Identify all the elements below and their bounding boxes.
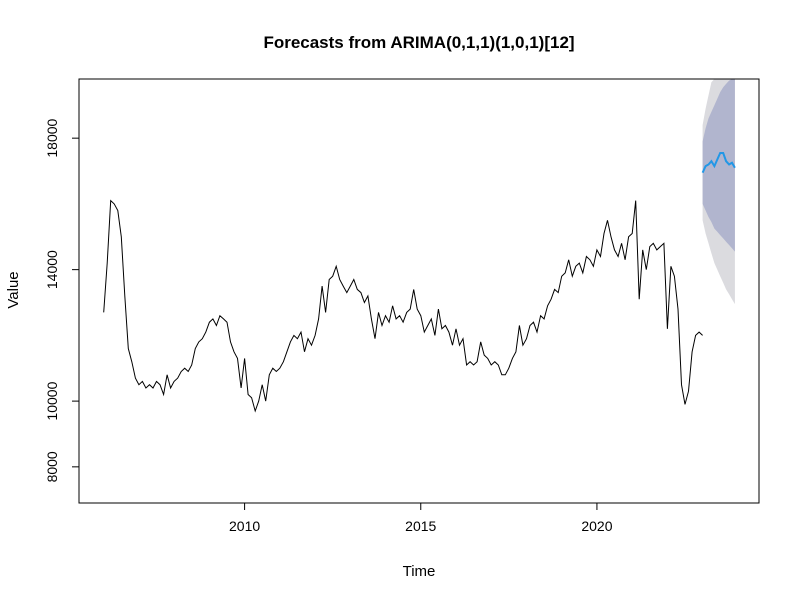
observed-series-line (103, 199, 703, 413)
chart-title: Forecasts from ARIMA(0,1,1)(1,0,1)[12] (263, 33, 574, 52)
plot-frame (78, 78, 760, 504)
y-tick-label: 8000 (44, 451, 60, 482)
y-tick-label: 14000 (44, 250, 60, 289)
y-tick-label: 10000 (44, 381, 60, 420)
band-80 (702, 79, 735, 252)
series-lines (103, 152, 736, 413)
x-tick-label: 2010 (229, 518, 260, 534)
y-tick-label: 18000 (44, 118, 60, 157)
y-axis-label: Value (5, 271, 22, 308)
forecast-series-line (701, 152, 736, 174)
x-tick-label: 2015 (405, 518, 436, 534)
x-axis: 2010 2015 2020 (229, 502, 613, 534)
x-tick-label: 2020 (581, 518, 612, 534)
x-axis-label: Time (403, 563, 436, 580)
y-axis: 8000 10000 14000 18000 (44, 118, 80, 482)
confidence-bands (702, 79, 735, 305)
